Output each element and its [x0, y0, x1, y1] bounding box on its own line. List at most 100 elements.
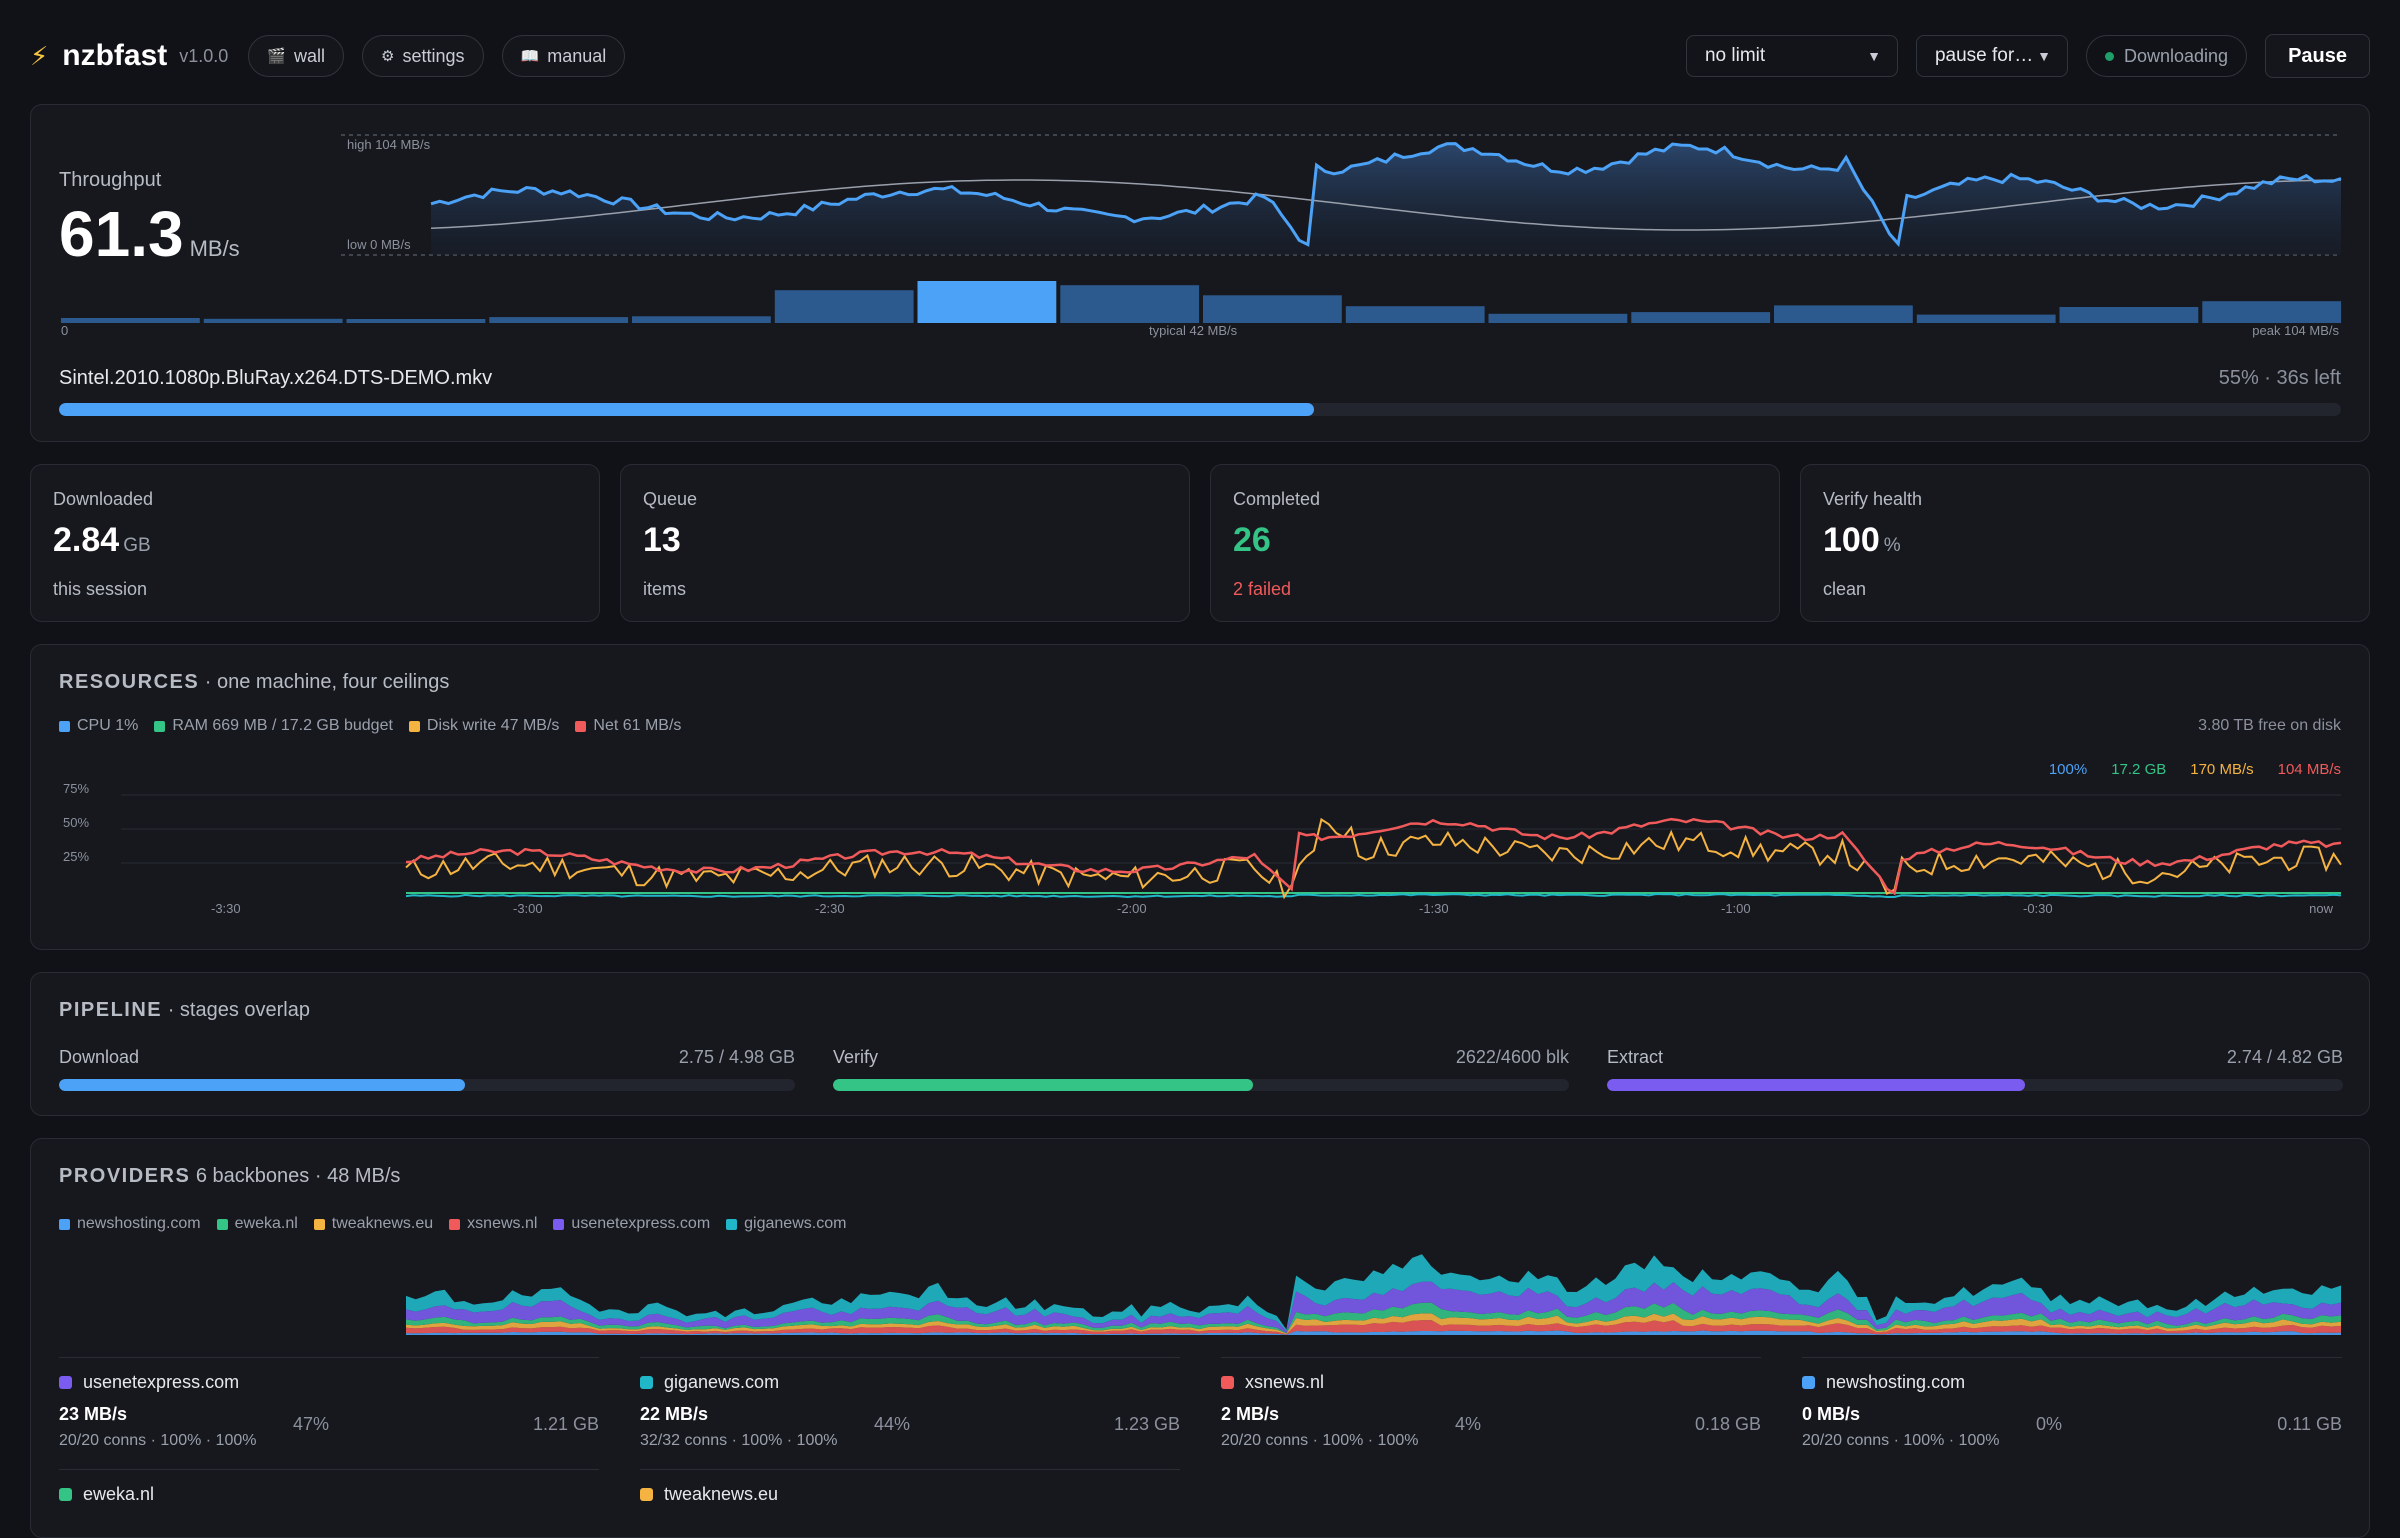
- net-line: [405, 817, 2342, 896]
- x-tick: -2:00: [1117, 901, 1147, 916]
- provider-swatch: [59, 1488, 72, 1501]
- histogram-bar: [61, 318, 200, 323]
- provider-row-giganews[interactable]: giganews.com 22 MB/s 32/32 conns · 100% …: [640, 1357, 1180, 1467]
- stat-sub: 2 failed: [1233, 579, 1292, 599]
- histogram-min-label: 0: [61, 323, 69, 338]
- provider-conns: 32/32 conns · 100% · 100%: [640, 1432, 838, 1449]
- current-file-progress-fill: [59, 403, 1315, 416]
- stage-label: Verify: [833, 1047, 879, 1067]
- legend-usenetexpress: usenetexpress.com: [553, 1215, 710, 1233]
- legend-newshosting: newshosting.com: [59, 1215, 201, 1233]
- stat-unit: %: [1883, 535, 1901, 556]
- status-dot-icon: [2104, 51, 2114, 61]
- provider-area-xsnews: [406, 1320, 2341, 1335]
- provider-row-xsnews[interactable]: xsnews.nl 2 MB/s 20/20 conns · 100% · 10…: [1221, 1357, 1761, 1467]
- current-file-progress-text: 55% · 36s left: [2218, 367, 2341, 389]
- legend-disk: Disk write 47 MB/s: [408, 717, 559, 735]
- disk-line: [405, 817, 2342, 900]
- stat-label: Downloaded: [53, 489, 154, 509]
- stage-progress-bar: [833, 1079, 1569, 1091]
- top-bar: ⚡ nzbfast v1.0.0 🎬 wall ⚙ settings 📖 man…: [30, 34, 2370, 78]
- provider-speed: 22 MB/s: [640, 1404, 709, 1424]
- provider-name: tweaknews.eu: [640, 1484, 778, 1505]
- provider-swatch: [640, 1488, 653, 1501]
- x-tick: now: [2309, 901, 2333, 916]
- stage-progress-fill: [833, 1079, 1253, 1091]
- resources-chart: [121, 794, 2342, 900]
- max-label-ram: 17.2 GB: [2111, 761, 2167, 778]
- provider-name-text: newshosting.com: [1826, 1372, 1966, 1392]
- throughput-value: 61.3 MB/s: [59, 197, 240, 271]
- histogram-bar: [1488, 313, 1628, 323]
- nav-manual-button[interactable]: 📖 manual: [501, 35, 626, 77]
- provider-speed: 23 MB/s: [59, 1404, 128, 1424]
- provider-row-usenetexpress[interactable]: usenetexpress.com 23 MB/s 20/20 conns · …: [59, 1357, 599, 1467]
- provider-downloaded: 0.11 GB: [2277, 1414, 2342, 1434]
- histogram-bar: [1916, 314, 2056, 323]
- provider-conns: 20/20 conns · 100% · 100%: [1802, 1432, 2000, 1449]
- pause-button[interactable]: Pause: [2265, 34, 2370, 78]
- y-tick-50: 50%: [63, 815, 90, 830]
- pause-for-select[interactable]: pause for… ▼: [1915, 35, 2068, 77]
- histogram-bar: [2059, 307, 2199, 323]
- providers-stacked-chart: [406, 1254, 2341, 1335]
- stat-label: Verify health: [1823, 489, 1923, 509]
- speed-limit-select[interactable]: no limit ▼: [1685, 35, 1898, 77]
- stat-sub: clean: [1823, 579, 1867, 599]
- stage-value: 2.75 / 4.98 GB: [678, 1047, 795, 1067]
- legend-swatch: [59, 720, 70, 732]
- legend-giganews: giganews.com: [726, 1215, 846, 1233]
- throughput-unit: MB/s: [189, 236, 240, 261]
- lightning-icon: ⚡: [30, 40, 49, 71]
- provider-row-tweaknews[interactable]: tweaknews.eu: [640, 1469, 1180, 1529]
- provider-share: 44%: [874, 1414, 911, 1434]
- throughput-card: Throughput 61.3 MB/s high 104 MB/s low 0 …: [30, 104, 2370, 442]
- provider-speed: 2 MB/s: [1221, 1404, 1280, 1424]
- stat-label: Queue: [643, 489, 698, 509]
- stage-progress-fill: [59, 1079, 466, 1091]
- cpu-line: [405, 892, 2342, 899]
- nav-manual-label: manual: [547, 45, 607, 66]
- max-label-disk: 170 MB/s: [2190, 761, 2254, 778]
- nav-settings-button[interactable]: ⚙ settings: [362, 35, 484, 77]
- provider-share: 47%: [293, 1414, 330, 1434]
- providers-legend: newshosting.com eweka.nl tweaknews.eu xs…: [59, 1215, 862, 1233]
- provider-swatch: [640, 1376, 653, 1389]
- provider-row-eweka[interactable]: eweka.nl: [59, 1469, 599, 1529]
- stage-label: Download: [59, 1047, 140, 1067]
- legend-label: xsnews.nl: [467, 1215, 538, 1232]
- legend-eweka: eweka.nl: [216, 1215, 298, 1233]
- histogram-bar: [917, 281, 1057, 323]
- x-tick: -0:30: [2023, 901, 2053, 916]
- throughput-histogram: [61, 281, 2342, 323]
- resources-max-labels: 100% 17.2 GB 170 MB/s 104 MB/s: [2049, 761, 2341, 778]
- providers-subtitle: 6 backbones · 48 MB/s: [195, 1165, 401, 1187]
- stat-card-queue: Queue 13 items: [620, 464, 1190, 622]
- legend-label: RAM 669 MB / 17.2 GB budget: [172, 717, 393, 734]
- stat-card-verify-health: Verify health 100% clean: [1800, 464, 2370, 622]
- provider-downloaded: 0.18 GB: [1694, 1414, 1761, 1434]
- x-tick: -3:30: [211, 901, 241, 916]
- stat-card-completed: Completed 26 2 failed: [1210, 464, 1780, 622]
- legend-swatch: [726, 1218, 738, 1230]
- stat-label: Completed: [1233, 489, 1321, 509]
- pipeline-subtitle: · stages overlap: [167, 999, 310, 1021]
- book-icon: 📖: [520, 48, 540, 65]
- stage-value: 2.74 / 4.82 GB: [2226, 1047, 2343, 1067]
- legend-swatch: [449, 1218, 461, 1230]
- legend-label: usenetexpress.com: [571, 1215, 711, 1232]
- provider-name: usenetexpress.com: [59, 1372, 239, 1393]
- nav-wall-button[interactable]: 🎬 wall: [248, 35, 345, 77]
- provider-row-newshosting[interactable]: newshosting.com 0 MB/s 20/20 conns · 100…: [1802, 1357, 2342, 1467]
- disk-free: 3.80 TB free on disk: [2198, 717, 2341, 734]
- stat-value: 100%: [1823, 521, 1901, 560]
- stat-number: 100: [1823, 521, 1880, 559]
- histogram-bar: [203, 318, 343, 323]
- y-tick-75: 75%: [63, 781, 90, 796]
- provider-name: xsnews.nl: [1221, 1372, 1324, 1393]
- nav-wall-label: wall: [294, 45, 326, 66]
- x-tick: -1:30: [1419, 901, 1449, 916]
- throughput-average-line: [430, 179, 2342, 231]
- stat-value: 2.84 GB: [53, 521, 151, 560]
- legend-net: Net 61 MB/s: [575, 717, 681, 735]
